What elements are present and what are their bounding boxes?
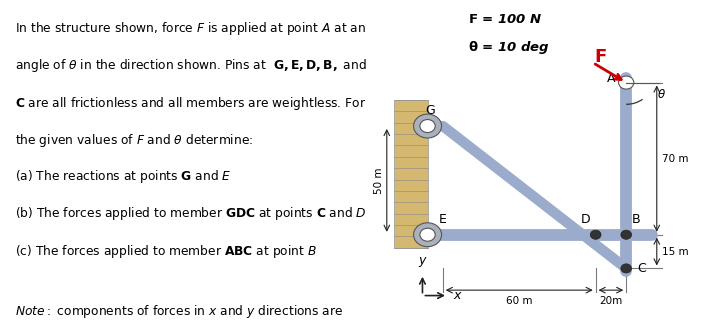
Text: 15 m: 15 m [662,246,688,257]
Text: G: G [425,104,435,117]
Text: 70 m: 70 m [662,154,688,164]
Text: A: A [607,72,615,85]
Text: $\mathbf{\theta}$ = 10 deg: $\mathbf{\theta}$ = 10 deg [469,39,550,56]
Text: B: B [632,213,641,226]
Circle shape [420,228,435,241]
Text: (b) The forces applied to member $\mathbf{GDC}$ at points $\mathbf{C}$ and $\mat: (b) The forces applied to member $\mathb… [15,205,367,222]
Text: (a) The reactions at points $\mathbf{G}$ and $\mathbf{\mathit{E}}$: (a) The reactions at points $\mathbf{G}$… [15,168,232,185]
Text: 50 m: 50 m [375,167,384,194]
Text: $\mathbf{C}$ are all frictionless and all members are weightless. For: $\mathbf{C}$ are all frictionless and al… [15,95,367,111]
Circle shape [420,120,435,133]
Circle shape [414,223,442,247]
Text: E: E [439,213,447,226]
Text: In the structure shown, force $\mathbf{\mathit{F}}$ is applied at point $\mathbf: In the structure shown, force $\mathbf{\… [15,20,367,37]
Text: $y$: $y$ [418,256,427,270]
Text: angle of $\mathbf{\mathit{\theta}}$ in the direction shown. Pins at  $\mathbf{G,: angle of $\mathbf{\mathit{\theta}}$ in t… [15,57,367,74]
Polygon shape [395,100,427,248]
Text: 60 m: 60 m [506,296,533,305]
Circle shape [621,264,632,273]
Text: $\mathbf{F}$ = 100 N: $\mathbf{F}$ = 100 N [469,13,543,26]
Circle shape [414,114,442,138]
Circle shape [590,230,601,239]
Text: the given values of $\mathbf{\mathit{F}}$ and $\mathbf{\mathit{\theta}}$ determi: the given values of $\mathbf{\mathit{F}}… [15,132,254,149]
Text: $\mathit{Note:}$ components of forces in $\mathit{x}$ and $\mathit{y}$ direction: $\mathit{Note:}$ components of forces in… [15,303,344,320]
Text: D: D [581,213,590,226]
Circle shape [621,230,632,239]
Circle shape [619,76,634,89]
Text: (c) The forces applied to member $\mathbf{ABC}$ at point $\mathbf{\mathit{B}}$: (c) The forces applied to member $\mathb… [15,243,317,260]
Text: 20m: 20m [599,296,623,305]
Text: $\theta$: $\theta$ [656,88,666,101]
Text: C: C [637,262,646,275]
Text: $x$: $x$ [453,289,463,302]
Text: $\mathbf{F}$: $\mathbf{F}$ [594,48,607,66]
